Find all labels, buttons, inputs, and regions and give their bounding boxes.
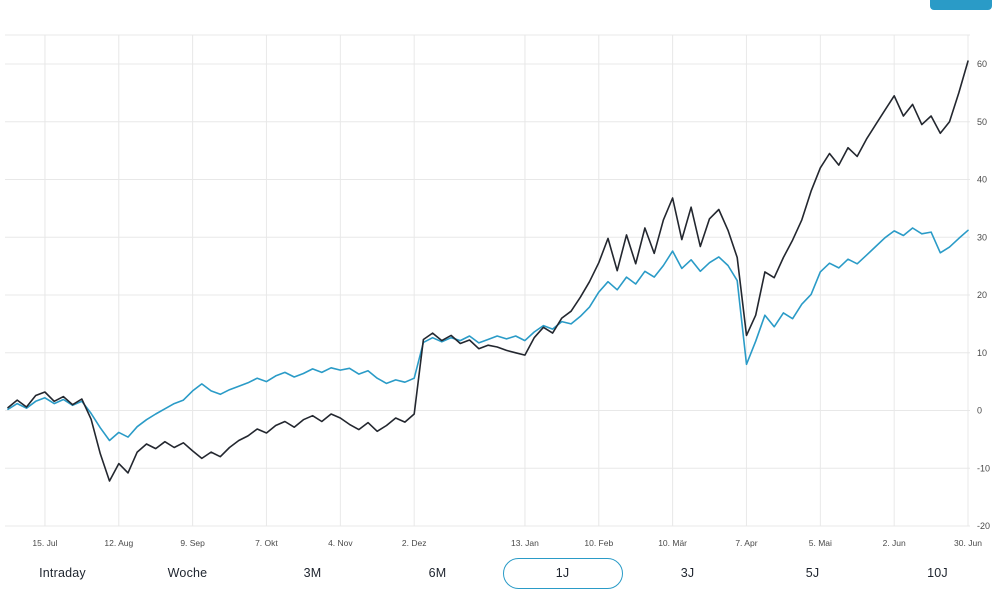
top-right-button-fragment[interactable] [930,0,992,10]
range-3m[interactable]: 3M [250,558,375,589]
performance-chart[interactable]: 60 50 40 30 20 10 0 -10 -20 15. Jul 12. Aug 9. Sep 7… [0,0,1000,552]
svg-text:2. Dez: 2. Dez [402,538,427,548]
range-5j[interactable]: 5J [750,558,875,589]
range-3m-label: 3M [303,566,322,580]
range-5j-label: 5J [805,566,820,580]
range-6m-label: 6M [428,566,447,580]
svg-text:30. Jun: 30. Jun [954,538,982,548]
svg-text:50: 50 [977,117,987,127]
svg-text:10. Feb: 10. Feb [584,538,613,548]
svg-text:-10: -10 [977,463,990,473]
svg-text:7. Apr: 7. Apr [735,538,757,548]
range-10j-label: 10J [927,566,948,580]
range-3j[interactable]: 3J [625,558,750,589]
range-10j[interactable]: 10J [875,558,1000,589]
svg-text:10. Mär: 10. Mär [658,538,687,548]
svg-text:30: 30 [977,232,987,242]
svg-text:0: 0 [977,406,982,416]
svg-text:10: 10 [977,348,987,358]
range-1j-label: 1J [502,557,623,589]
range-selector: Intraday Woche 3M 6M 1J 3J 5J 10J [0,551,1000,595]
svg-text:20: 20 [977,290,987,300]
svg-text:12. Aug: 12. Aug [104,538,133,548]
range-intraday[interactable]: Intraday [0,558,125,589]
svg-text:9. Sep: 9. Sep [180,538,205,548]
range-intraday-label: Intraday [39,566,86,580]
svg-text:60: 60 [977,59,987,69]
svg-text:2. Jun: 2. Jun [883,538,906,548]
range-1j[interactable]: 1J [500,557,625,589]
svg-text:5. Mai: 5. Mai [809,538,832,548]
range-3j-label: 3J [680,566,695,580]
svg-text:13. Jan: 13. Jan [511,538,539,548]
performance-chart-svg[interactable]: 60 50 40 30 20 10 0 -10 -20 15. Jul 12. Aug 9. Sep 7… [0,0,1000,552]
svg-text:40: 40 [977,175,987,185]
svg-text:-20: -20 [977,521,990,531]
svg-text:7. Okt: 7. Okt [255,538,278,548]
svg-text:4. Nov: 4. Nov [328,538,353,548]
range-woche-label: Woche [167,566,208,580]
svg-text:15. Jul: 15. Jul [32,538,57,548]
range-woche[interactable]: Woche [125,558,250,589]
range-6m[interactable]: 6M [375,558,500,589]
